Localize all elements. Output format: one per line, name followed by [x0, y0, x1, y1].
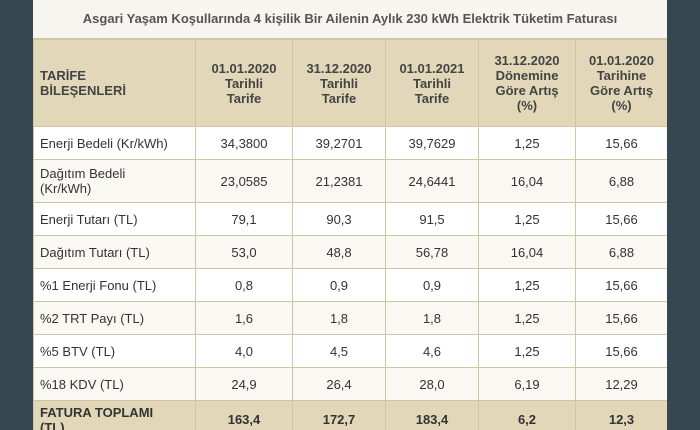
value-cell: 0,8 [195, 268, 293, 302]
row-label: Dağıtım Bedeli (Kr/kWh) [33, 159, 196, 203]
value-cell: 24,6441 [385, 159, 479, 203]
table-card: Asgari Yaşam Koşullarında 4 kişilik Bir … [33, 0, 667, 430]
value-cell: 1,25 [478, 334, 576, 368]
table-row: %18 KDV (TL) 24,9 26,4 28,0 6,19 12,29 [33, 367, 667, 401]
value-cell: 15,66 [575, 126, 667, 160]
value-cell: 26,4 [292, 367, 386, 401]
value-cell: 56,78 [385, 235, 479, 269]
value-cell: 4,0 [195, 334, 293, 368]
row-label: %2 TRT Payı (TL) [33, 301, 196, 335]
table-row: %5 BTV (TL) 4,0 4,5 4,6 1,25 15,66 [33, 334, 667, 368]
row-label: %18 KDV (TL) [33, 367, 196, 401]
table-row: Enerji Tutarı (TL) 79,1 90,3 91,5 1,25 15,66 [33, 202, 667, 236]
value-cell: 53,0 [195, 235, 293, 269]
header-cell: 01.01.2020 Tarihine Göre Artış (%) [575, 39, 667, 127]
value-cell: 28,0 [385, 367, 479, 401]
row-label: %5 BTV (TL) [33, 334, 196, 368]
table-row: Dağıtım Tutarı (TL) 53,0 48,8 56,78 16,04 6,8… [33, 235, 667, 269]
value-cell: 1,25 [478, 301, 576, 335]
row-label: Dağıtım Tutarı (TL) [33, 235, 196, 269]
value-cell: 4,6 [385, 334, 479, 368]
title: Asgari Yaşam Koşullarında 4 kişilik Bir … [33, 0, 667, 39]
value-cell: 15,66 [575, 334, 667, 368]
header-cell: 31.12.2020 Dönemine Göre Artış (%) [478, 39, 576, 127]
table-body: Enerji Bedeli (Kr/kWh) 34,3800 39,2701 39,7… [33, 126, 667, 401]
value-cell: 6,88 [575, 235, 667, 269]
value-cell: 16,04 [478, 159, 576, 203]
total-cell: 163,4 [195, 400, 293, 430]
total-row: FATURA TOPLAMI (TL) 163,4 172,7 183,4 6,2 12,… [33, 400, 667, 430]
header-cell: 01.01.2020 Tarihli Tarife [195, 39, 293, 127]
total-cell: 6,2 [478, 400, 576, 430]
value-cell: 48,8 [292, 235, 386, 269]
table-row: Dağıtım Bedeli (Kr/kWh) 23,0585 21,2381 24,… [33, 159, 667, 203]
value-cell: 4,5 [292, 334, 386, 368]
value-cell: 15,66 [575, 301, 667, 335]
row-label: Enerji Tutarı (TL) [33, 202, 196, 236]
header-cell: 31.12.2020 Tarihli Tarife [292, 39, 386, 127]
value-cell: 39,7629 [385, 126, 479, 160]
value-cell: 0,9 [385, 268, 479, 302]
value-cell: 79,1 [195, 202, 293, 236]
tariff-table: TARİFE BİLEŞENLERİ 01.01.2020 Tarihli Tar… [33, 39, 667, 430]
total-label: FATURA TOPLAMI (TL) [33, 400, 196, 430]
header-cell: TARİFE BİLEŞENLERİ [33, 39, 196, 127]
value-cell: 1,8 [292, 301, 386, 335]
row-label: Enerji Bedeli (Kr/kWh) [33, 126, 196, 160]
value-cell: 90,3 [292, 202, 386, 236]
header-row: TARİFE BİLEŞENLERİ 01.01.2020 Tarihli Tar… [33, 39, 667, 127]
table-row: Enerji Bedeli (Kr/kWh) 34,3800 39,2701 39,7… [33, 126, 667, 160]
value-cell: 16,04 [478, 235, 576, 269]
value-cell: 15,66 [575, 202, 667, 236]
value-cell: 1,25 [478, 268, 576, 302]
value-cell: 12,29 [575, 367, 667, 401]
value-cell: 1,8 [385, 301, 479, 335]
value-cell: 1,25 [478, 126, 576, 160]
value-cell: 23,0585 [195, 159, 293, 203]
value-cell: 0,9 [292, 268, 386, 302]
value-cell: 1,25 [478, 202, 576, 236]
table-row: %1 Enerji Fonu (TL) 0,8 0,9 0,9 1,25 15,66 [33, 268, 667, 302]
value-cell: 91,5 [385, 202, 479, 236]
value-cell: 15,66 [575, 268, 667, 302]
total-cell: 12,3 [575, 400, 667, 430]
table-row: %2 TRT Payı (TL) 1,6 1,8 1,8 1,25 15,66 [33, 301, 667, 335]
value-cell: 24,9 [195, 367, 293, 401]
row-label: %1 Enerji Fonu (TL) [33, 268, 196, 302]
total-cell: 183,4 [385, 400, 479, 430]
value-cell: 1,6 [195, 301, 293, 335]
value-cell: 6,19 [478, 367, 576, 401]
value-cell: 39,2701 [292, 126, 386, 160]
value-cell: 34,3800 [195, 126, 293, 160]
value-cell: 6,88 [575, 159, 667, 203]
total-cell: 172,7 [292, 400, 386, 430]
value-cell: 21,2381 [292, 159, 386, 203]
header-cell: 01.01.2021 Tarihli Tarife [385, 39, 479, 127]
